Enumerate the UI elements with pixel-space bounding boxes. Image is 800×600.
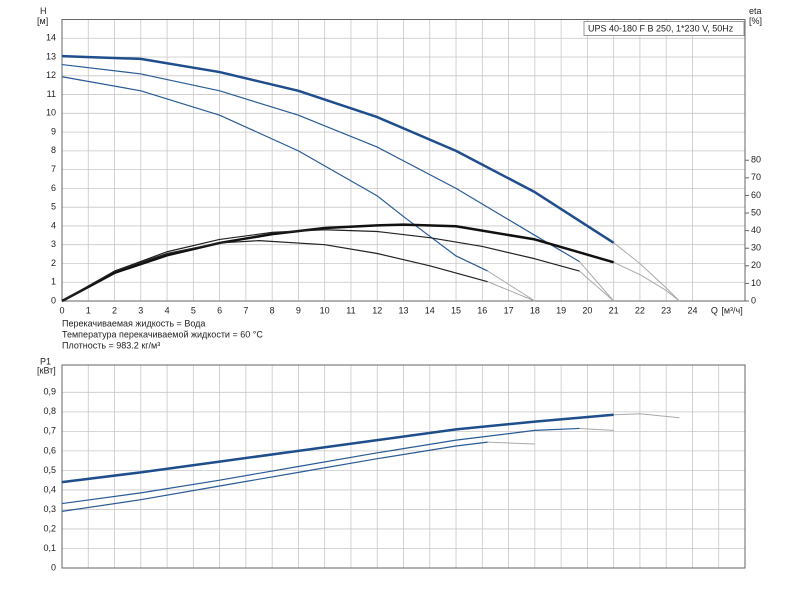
y-axis-label: P1	[40, 356, 51, 366]
y2-axis-unit: [%]	[749, 16, 762, 26]
y-tick-label: 0	[51, 562, 56, 572]
x-tick-label: 21	[609, 305, 619, 315]
y-tick-label: 0,8	[43, 406, 56, 416]
x-tick-label: 6	[217, 305, 222, 315]
x-tick-label: 13	[398, 305, 408, 315]
y-tick-label: 10	[46, 108, 56, 118]
y2-tick-label: 80	[751, 155, 761, 165]
y-tick-label: 13	[46, 51, 56, 61]
note: Плотность = 983.2 кг/м³	[62, 340, 160, 350]
x-tick-label: 12	[372, 305, 382, 315]
curve	[61, 76, 488, 272]
y-tick-label: 7	[51, 164, 56, 174]
y-tick-label: 4	[51, 220, 56, 230]
y-tick-label: 0,5	[43, 465, 56, 475]
curve	[579, 270, 614, 302]
x-tick-label: 23	[661, 305, 671, 315]
y-tick-label: 6	[51, 183, 56, 193]
x-tick-label: 22	[635, 305, 645, 315]
x-tick-label: 18	[530, 305, 540, 315]
y-axis-label: H	[40, 6, 47, 16]
x-tick-label: 15	[451, 305, 461, 315]
y-tick-label: 11	[47, 89, 56, 99]
x-tick-label: 19	[556, 305, 566, 315]
curve	[579, 427, 614, 431]
x-tick-label: 17	[504, 305, 514, 315]
x-tick-label: 5	[191, 305, 196, 315]
curve	[61, 54, 615, 244]
legend-box	[583, 21, 745, 36]
x-tick-label: 9	[296, 305, 301, 315]
y2-tick-label: 40	[751, 225, 761, 235]
x-tick-label: 7	[243, 305, 248, 315]
curve	[61, 223, 614, 303]
x-tick-label: 16	[477, 305, 487, 315]
curve	[613, 242, 680, 302]
y-tick-label: 0,3	[43, 504, 56, 514]
y2-tick-label: 20	[751, 260, 761, 270]
curve	[61, 413, 614, 484]
y2-tick-label: 10	[751, 278, 761, 288]
y-tick-label: 9	[51, 126, 56, 136]
y2-tick-label: 50	[751, 207, 761, 217]
y2-tick-label: 70	[751, 172, 761, 182]
x-tick-label: 4	[165, 305, 170, 315]
y-tick-label: 12	[46, 70, 56, 80]
y-tick-label: 14	[46, 33, 56, 43]
y-tick-label: 0,7	[43, 426, 56, 436]
y-tick-label: 5	[51, 202, 56, 212]
y-axis-unit: [кВт]	[37, 365, 56, 375]
x-tick-label: 1	[86, 305, 91, 315]
x-tick-label: 10	[320, 305, 330, 315]
y-axis-unit: [м]	[37, 16, 48, 26]
x-tick-label: 14	[425, 305, 435, 315]
x-tick-label: 20	[582, 305, 592, 315]
x-tick-label: 11	[346, 305, 355, 315]
y-tick-label: 0,1	[43, 543, 56, 553]
x-tick-label: 0	[59, 305, 64, 315]
curve	[61, 441, 488, 512]
curve	[61, 427, 580, 505]
y-tick-label: 0,2	[43, 523, 56, 533]
curve	[487, 270, 536, 302]
y-tick-label: 0,6	[43, 445, 56, 455]
y2-tick-label: 0	[751, 295, 756, 305]
curve	[613, 413, 680, 419]
curve	[487, 441, 535, 445]
y2-tick-label: 60	[751, 190, 761, 200]
curve	[61, 63, 580, 263]
y-tick-label: 8	[51, 145, 56, 155]
y-tick-label: 0	[51, 295, 56, 305]
x-tick-label: 8	[270, 305, 275, 315]
y-tick-label: 3	[51, 239, 56, 249]
x-tick-label: 3	[138, 305, 143, 315]
y-tick-label: 1	[51, 277, 56, 287]
plot-frame	[61, 364, 746, 569]
y-tick-label: 0,9	[43, 387, 56, 397]
curve	[579, 261, 615, 302]
legend-text: UPS 40-180 F B 250, 1*230 V, 50Hz	[588, 23, 734, 33]
curve	[61, 240, 488, 302]
x-axis-label: Q	[711, 305, 718, 315]
note: Температура перекачиваемой жидкости = 60…	[62, 329, 263, 339]
y-tick-label: 2	[51, 258, 56, 268]
x-tick-label: 24	[687, 305, 697, 315]
y2-tick-label: 30	[751, 243, 761, 253]
curve	[613, 261, 680, 302]
x-tick-label: 2	[112, 305, 117, 315]
curve	[61, 229, 580, 302]
note: Перекачиваемая жидкость = Вода	[62, 318, 205, 328]
y-tick-label: 0,4	[43, 484, 56, 494]
x-axis-unit: [м³/ч]	[721, 305, 742, 315]
plot-frame	[61, 19, 746, 302]
y2-axis-label: eta	[749, 6, 762, 16]
curve	[487, 281, 536, 302]
